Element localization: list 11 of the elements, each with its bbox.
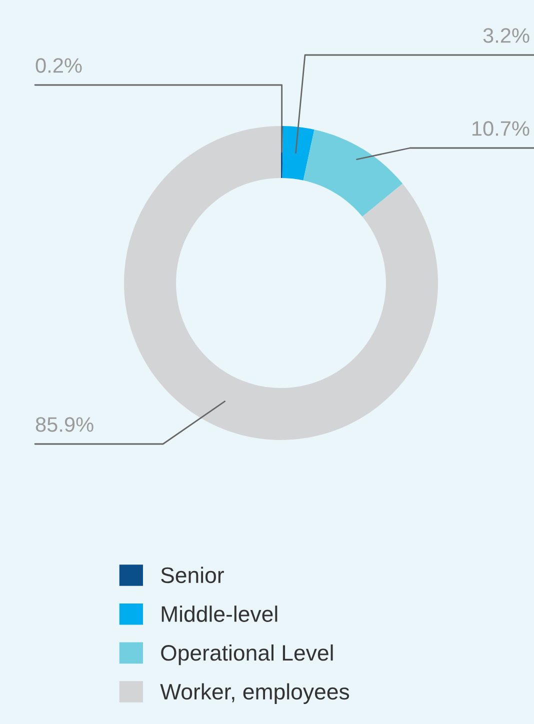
legend-label: Middle-level [162,606,278,622]
legend-label: Operational Level [161,644,333,666]
legend-label: Worker, employees [160,683,350,704]
donut-slice [124,126,438,440]
data-label: 3.2% [483,28,530,43]
donut-slice [282,126,314,180]
data-label: 0.2% [36,58,82,73]
donut-slice [303,130,403,217]
legend-label: Senior [161,566,224,584]
data-label: 10.7% [472,121,530,136]
data-label: 85.9% [36,417,94,432]
